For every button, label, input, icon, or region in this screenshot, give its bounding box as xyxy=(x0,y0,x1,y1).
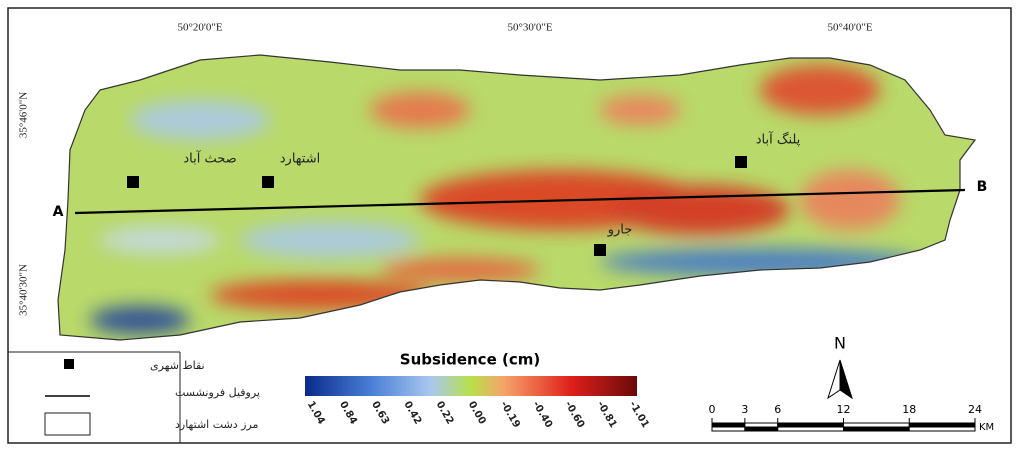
scale-tick-label: 12 xyxy=(837,403,851,416)
scale-tick-label: 3 xyxy=(741,403,748,416)
colorbar-tick-label: -0.81 xyxy=(595,400,619,430)
scale-tick-label: 18 xyxy=(902,403,916,416)
scale-segment xyxy=(908,422,976,428)
city-marker xyxy=(735,156,747,168)
scale-segment xyxy=(744,422,779,428)
colorbar-title: Subsidence (cm) xyxy=(400,351,540,369)
legend-label: پروفیل فرونشست xyxy=(175,386,260,399)
legend-label: نقاط شهری xyxy=(150,359,205,372)
north-label: N xyxy=(834,334,846,353)
colorbar-tick-label: 0.42 xyxy=(401,400,423,427)
legend-symbol-boundary xyxy=(44,412,91,436)
frame xyxy=(7,7,1012,444)
scale-tick-label: 24 xyxy=(968,403,982,416)
colorbar xyxy=(305,376,637,396)
scale-segment xyxy=(711,422,746,428)
legend-label: مرز دشت اشتهارد xyxy=(175,418,259,431)
subsidence-raster xyxy=(58,55,975,340)
latitude-label: 35°40'30"N xyxy=(18,264,30,316)
place-label: پلنگ آباد xyxy=(756,131,801,148)
city-marker xyxy=(127,176,139,188)
scale-segment xyxy=(843,426,910,432)
colorbar-tick-label: 1.04 xyxy=(305,400,327,427)
place-label: جارو xyxy=(607,223,633,238)
scale-unit: KM xyxy=(979,422,994,433)
colorbar-tick-label: -1.01 xyxy=(627,400,651,430)
profile-start: A xyxy=(53,204,64,220)
scale-tick-label: 0 xyxy=(709,403,716,416)
scale-segment xyxy=(777,426,844,432)
city-marker xyxy=(262,176,274,188)
city-marker xyxy=(594,244,606,256)
colorbar-tick-label: 0.00 xyxy=(466,400,488,427)
longitude-label: 50°40'0"E xyxy=(827,22,872,34)
scale-segment xyxy=(711,426,746,432)
scale-segment xyxy=(744,426,779,432)
profile-end: B xyxy=(977,179,988,195)
colorbar-tick-label: -0.60 xyxy=(562,400,586,430)
colorbar-tick-label: 0.63 xyxy=(369,400,391,427)
colorbar-tick-label: -0.40 xyxy=(530,400,554,430)
legend-symbol-city xyxy=(64,359,74,369)
scale-segment xyxy=(777,422,844,428)
scale-segment xyxy=(908,426,976,432)
longitude-label: 50°30'0"E xyxy=(507,22,552,34)
colorbar-tick-label: -0.19 xyxy=(498,400,522,430)
north-arrow: N xyxy=(827,334,853,400)
place-label: صحث آباد xyxy=(183,150,236,167)
profile-line xyxy=(74,188,966,215)
longitude-label: 50°20'0"E xyxy=(177,22,222,34)
place-label: اشتهارد xyxy=(280,152,320,167)
colorbar-tick-label: 0.84 xyxy=(337,400,359,427)
scale-tick-label: 6 xyxy=(774,403,781,416)
latitude-label: 35°46'0"N xyxy=(18,92,30,138)
scale-segment xyxy=(843,422,910,428)
colorbar-tick-label: 0.22 xyxy=(434,400,456,427)
